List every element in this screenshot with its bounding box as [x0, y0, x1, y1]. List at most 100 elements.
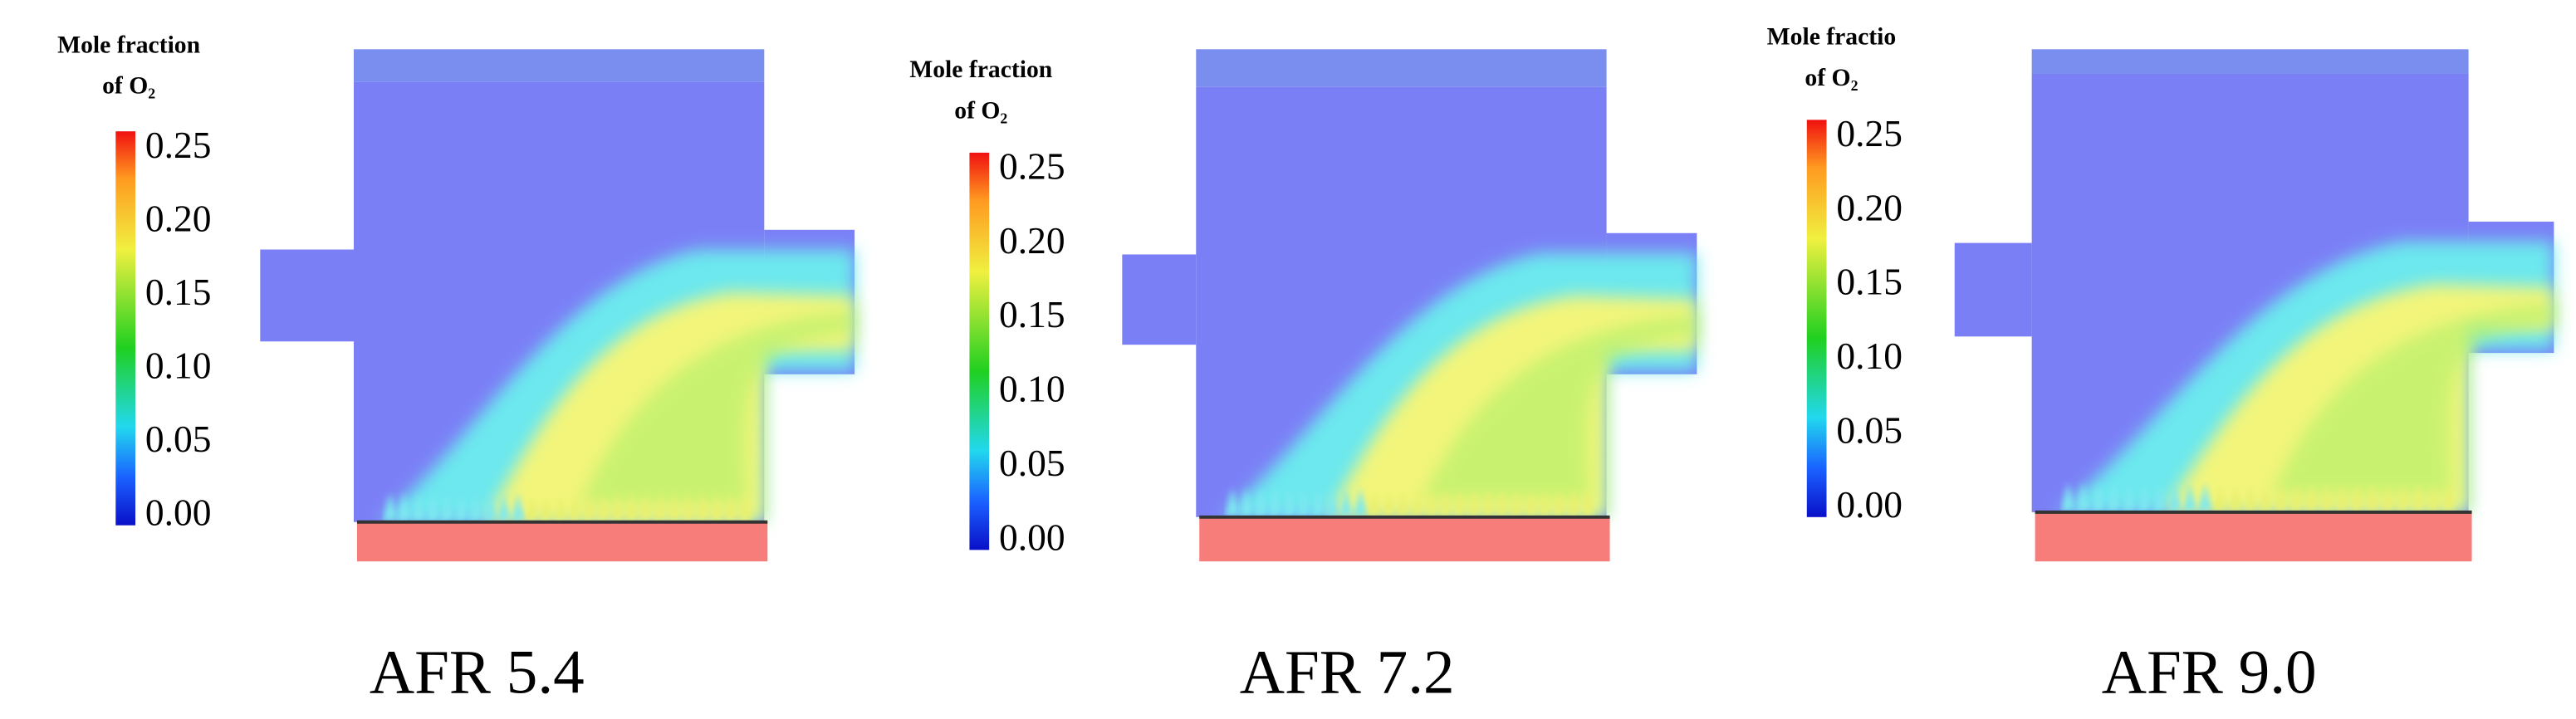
jet: [724, 492, 738, 522]
jet: [1452, 487, 1467, 517]
jet: [1410, 487, 1424, 517]
jet: [2122, 482, 2136, 512]
jet: [383, 492, 397, 522]
colorbar-tick-label: 0.00: [1836, 483, 1903, 526]
jet: [1367, 487, 1381, 517]
colorbar-tick-label: 0.10: [1836, 335, 1903, 377]
colorbar-tick-label: 0.25: [1836, 112, 1903, 154]
caption: AFR 5.4: [370, 638, 585, 707]
jet: [525, 492, 539, 522]
jet: [738, 492, 752, 522]
jet: [2061, 482, 2075, 512]
jet: [2182, 482, 2196, 512]
jet: [497, 492, 511, 522]
jet: [454, 492, 468, 522]
jet: [425, 492, 439, 522]
colorbar-tick-label: 0.20: [145, 197, 212, 239]
panel: Mole fraction of O₂ 0.25 0.20 0.15 0.10 0.05 0.…: [57, 32, 855, 707]
jet: [2167, 482, 2182, 512]
top-band: [2031, 49, 2469, 74]
colorbar-tick-label: 0.00: [999, 516, 1065, 558]
legend-title: of O₂: [954, 97, 1007, 124]
panel: Mole fraction of O₂ 0.25 0.20 0.15 0.10 0.05 0.…: [909, 49, 1697, 707]
jet: [1524, 487, 1537, 517]
jet: [397, 492, 411, 522]
jet: [2304, 482, 2319, 512]
jet: [468, 492, 482, 522]
colorbar-tick-label: 0.05: [1836, 408, 1903, 451]
jet: [2381, 482, 2394, 512]
jet: [1438, 487, 1452, 517]
jet: [1382, 487, 1395, 517]
jet: [411, 492, 425, 522]
jet: [2274, 482, 2288, 512]
jet: [2076, 482, 2090, 512]
jet: [667, 492, 681, 522]
jet: [639, 492, 653, 522]
jet: [582, 492, 595, 522]
inlet: [1122, 254, 1197, 345]
colorbar-tick-label: 0.05: [145, 418, 212, 460]
jet: [2427, 482, 2440, 512]
jet: [1254, 487, 1267, 517]
jet: [2350, 482, 2364, 512]
colorbar-tick-label: 0.05: [999, 442, 1065, 484]
jet: [1296, 487, 1310, 517]
jet: [568, 492, 581, 522]
colorbar-tick-label: 0.00: [145, 492, 212, 534]
jet: [1495, 487, 1509, 517]
jet: [1339, 487, 1353, 517]
jet: [2244, 482, 2257, 512]
plume-core: [579, 311, 855, 506]
jet: [1225, 487, 1239, 517]
bed: [1199, 516, 1610, 562]
jet: [539, 492, 553, 522]
legend-title: of O₂: [1805, 65, 1858, 91]
jet: [1510, 487, 1523, 517]
jet: [653, 492, 667, 522]
colorbar-tick-label: 0.10: [145, 345, 212, 387]
legend-title: Mole fractio: [1767, 23, 1897, 50]
inlet: [260, 249, 354, 342]
legend-title: Mole fraction: [909, 56, 1053, 83]
colorbar-tick-label: 0.20: [999, 219, 1065, 262]
jet: [2228, 482, 2242, 512]
top-band: [353, 49, 765, 82]
jet: [1552, 487, 1566, 517]
jet: [681, 492, 695, 522]
jet: [2259, 482, 2273, 512]
bed: [2035, 511, 2472, 562]
jet: [511, 492, 525, 522]
colorbar-tick-label: 0.25: [145, 124, 212, 166]
caption: AFR 9.0: [2102, 638, 2317, 707]
jet: [1580, 487, 1594, 517]
jet: [1325, 487, 1339, 517]
jet: [2319, 482, 2334, 512]
plume-core: [1422, 315, 1697, 501]
jet: [1481, 487, 1495, 517]
jet: [2198, 482, 2212, 512]
jet: [710, 492, 723, 522]
jet: [2365, 482, 2379, 512]
jet: [2137, 482, 2151, 512]
colorbar-tick-label: 0.15: [145, 271, 212, 313]
jet: [1396, 487, 1410, 517]
jet: [482, 492, 497, 522]
jet: [610, 492, 624, 522]
colorbar-tick-label: 0.15: [1836, 261, 1903, 303]
colorbar-tick-label: 0.15: [999, 293, 1065, 335]
plume-core: [2271, 303, 2554, 496]
jet: [1424, 487, 1438, 517]
legend-title: Mole fraction: [57, 32, 201, 58]
jet: [440, 492, 453, 522]
jet: [2335, 482, 2348, 512]
jet: [2107, 482, 2121, 512]
jet: [2152, 482, 2167, 512]
colorbar: [969, 152, 990, 550]
jet: [2441, 482, 2456, 512]
colorbar-tick-label: 0.10: [999, 368, 1065, 410]
jet: [553, 492, 567, 522]
colorbar-tick-label: 0.20: [1836, 186, 1903, 228]
